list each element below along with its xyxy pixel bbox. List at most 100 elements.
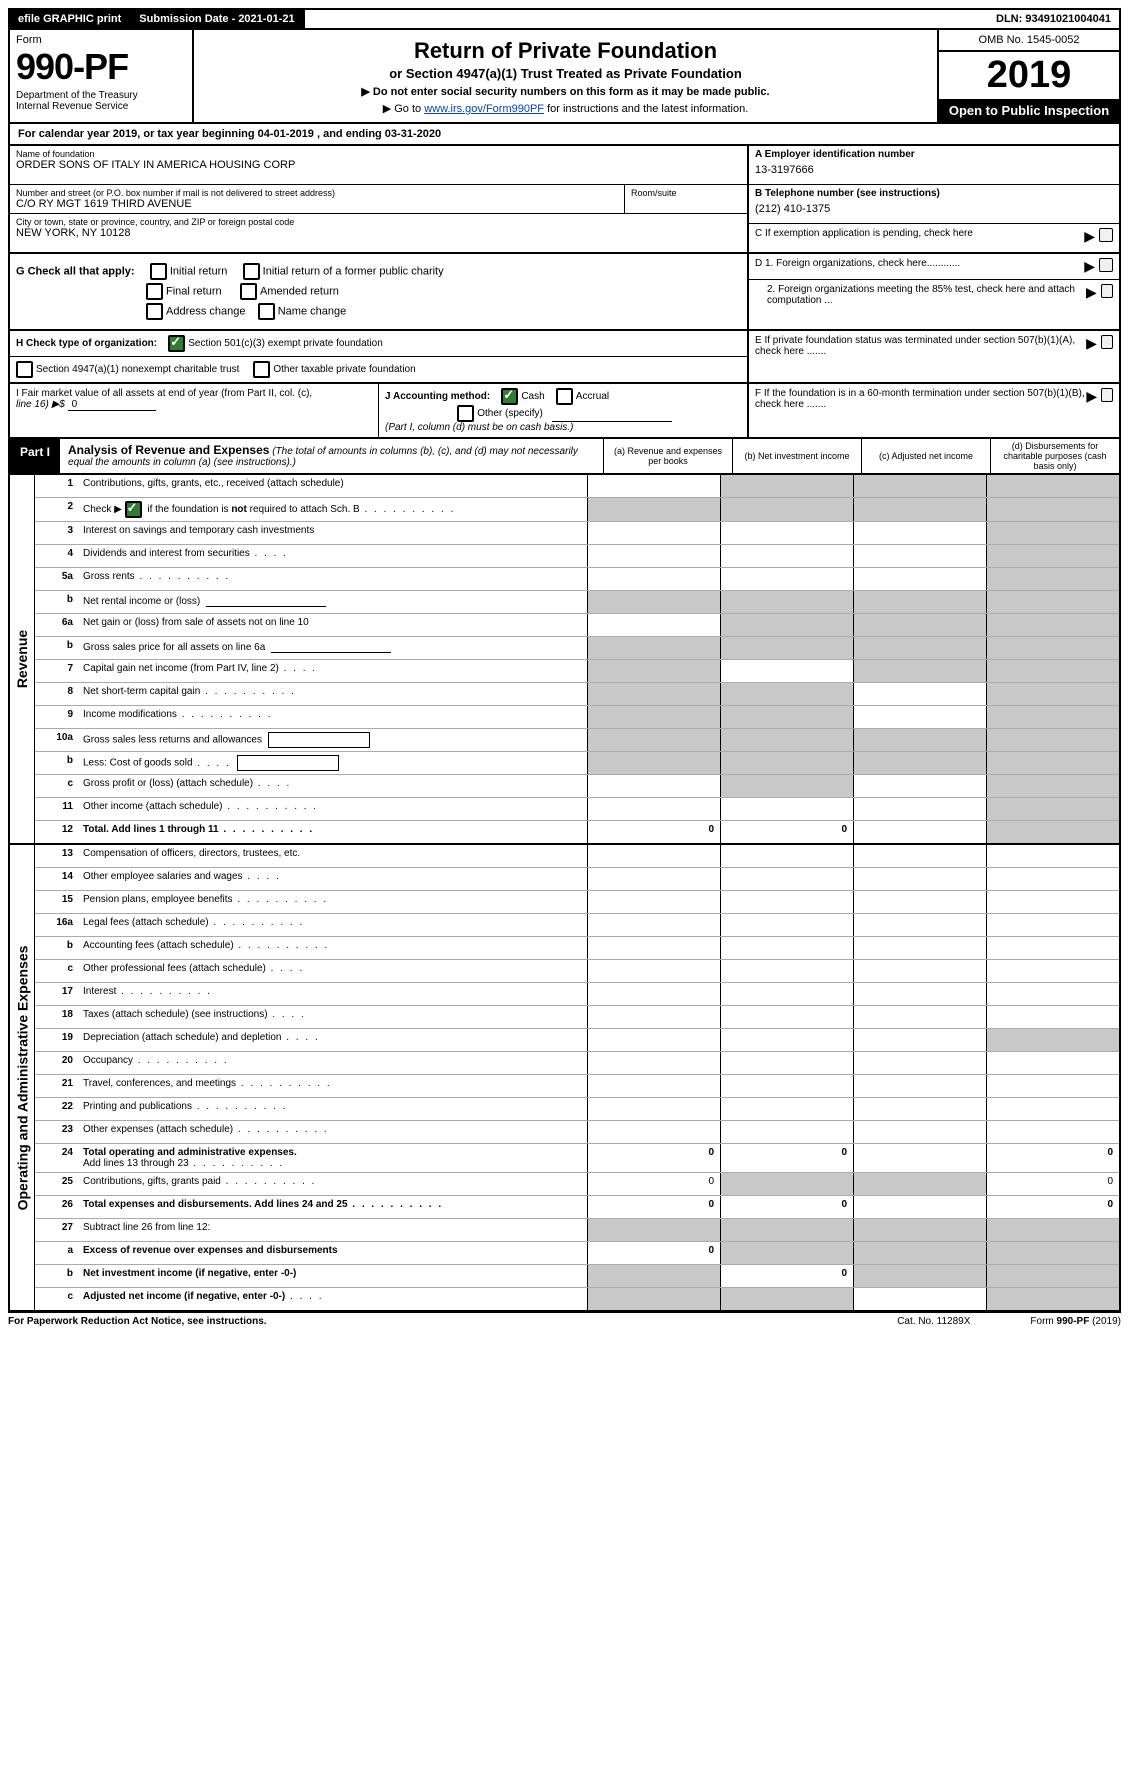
lbl-address: Address change	[166, 305, 246, 317]
name-label: Name of foundation	[16, 149, 741, 159]
row-1: Contributions, gifts, grants, etc., rece…	[79, 475, 587, 497]
val-26a: 0	[587, 1196, 720, 1218]
form-subtitle: or Section 4947(a)(1) Trust Treated as P…	[200, 66, 931, 81]
row-27a: Excess of revenue over expenses and disb…	[79, 1242, 587, 1264]
row-18: Taxes (attach schedule) (see instruction…	[79, 1006, 587, 1028]
dln: DLN: 93491021004041	[988, 10, 1119, 28]
dept-treasury: Department of the Treasury	[16, 90, 186, 101]
city-label: City or town, state or province, country…	[16, 217, 741, 227]
irs-link[interactable]: www.irs.gov/Form990PF	[424, 103, 544, 115]
row-3: Interest on savings and temporary cash i…	[79, 522, 587, 544]
row-20: Occupancy	[79, 1052, 587, 1074]
cb-accrual[interactable]	[556, 388, 573, 405]
row-11: Other income (attach schedule)	[79, 798, 587, 820]
row-4: Dividends and interest from securities	[79, 545, 587, 567]
instr-2-post: for instructions and the latest informat…	[544, 103, 748, 115]
lbl-accrual: Accrual	[576, 391, 609, 402]
row-12: Total. Add lines 1 through 11	[79, 821, 587, 843]
row-17: Interest	[79, 983, 587, 1005]
part-1-header: Part I Analysis of Revenue and Expenses …	[8, 439, 1121, 475]
row-14: Other employee salaries and wages	[79, 868, 587, 890]
cb-other-method[interactable]	[457, 405, 474, 422]
form-title: Return of Private Foundation	[200, 38, 931, 64]
arrow-icon: ▶	[1086, 284, 1097, 301]
val-27b: 0	[720, 1265, 853, 1287]
row-7: Capital gain net income (from Part IV, l…	[79, 660, 587, 682]
cb-501c3[interactable]	[168, 335, 185, 352]
val-27a: 0	[587, 1242, 720, 1264]
row-10b: Less: Cost of goods sold	[79, 752, 587, 774]
row-22: Printing and publications	[79, 1098, 587, 1120]
val-24d: 0	[986, 1144, 1119, 1172]
i-label: I Fair market value of all assets at end…	[16, 388, 312, 399]
val-24b: 0	[720, 1144, 853, 1172]
form-word: Form	[16, 34, 186, 46]
org-info-block: Name of foundation ORDER SONS OF ITALY I…	[8, 146, 1121, 254]
ein-label: A Employer identification number	[755, 149, 1113, 160]
cb-other-tax[interactable]	[253, 361, 270, 378]
g-label: G Check all that apply:	[16, 265, 135, 277]
cb-address[interactable]	[146, 303, 163, 320]
row-6a: Net gain or (loss) from sale of assets n…	[79, 614, 587, 636]
row-16a: Legal fees (attach schedule)	[79, 914, 587, 936]
ein-value: 13-3197666	[755, 164, 1113, 176]
d1-checkbox[interactable]	[1099, 258, 1113, 272]
row-16b: Accounting fees (attach schedule)	[79, 937, 587, 959]
cb-cash[interactable]	[501, 388, 518, 405]
cb-name[interactable]	[258, 303, 275, 320]
street-address: C/O RY MGT 1619 THIRD AVENUE	[16, 198, 618, 210]
val-25a: 0	[587, 1173, 720, 1195]
row-23: Other expenses (attach schedule)	[79, 1121, 587, 1143]
cb-sch-b[interactable]	[125, 501, 142, 518]
lbl-name: Name change	[278, 305, 347, 317]
cb-4947[interactable]	[16, 361, 33, 378]
row-15: Pension plans, employee benefits	[79, 891, 587, 913]
i-value: 0	[68, 399, 156, 411]
lbl-final: Final return	[166, 285, 222, 297]
row-27b: Net investment income (if negative, ente…	[79, 1265, 587, 1287]
row-26: Total expenses and disbursements. Add li…	[79, 1196, 587, 1218]
row-2: Check ▶ if the foundation is not require…	[79, 498, 587, 521]
d2-checkbox[interactable]	[1101, 284, 1113, 298]
d1-label: D 1. Foreign organizations, check here..…	[755, 258, 960, 269]
instr-1: ▶ Do not enter social security numbers o…	[200, 85, 931, 98]
foundation-name: ORDER SONS OF ITALY IN AMERICA HOUSING C…	[16, 159, 741, 171]
lbl-other-method: Other (specify)	[477, 408, 543, 419]
cb-initial-return[interactable]	[150, 263, 167, 280]
val-12a: 0	[587, 821, 720, 843]
revenue-table: Revenue 1Contributions, gifts, grants, e…	[8, 475, 1121, 845]
arrow-icon: ▶	[1086, 335, 1097, 352]
lbl-initial: Initial return	[170, 265, 227, 277]
cb-amended[interactable]	[240, 283, 257, 300]
cb-initial-former[interactable]	[243, 263, 260, 280]
row-24: Total operating and administrative expen…	[79, 1144, 587, 1172]
instr-2: ▶ Go to www.irs.gov/Form990PF for instru…	[200, 102, 931, 115]
c-checkbox[interactable]	[1099, 228, 1113, 242]
tax-year: 2019	[939, 52, 1119, 99]
instr-2-pre: ▶ Go to	[383, 103, 424, 115]
calendar-year-line: For calendar year 2019, or tax year begi…	[8, 124, 1121, 146]
row-9: Income modifications	[79, 706, 587, 728]
part-1-label: Part I	[10, 439, 60, 473]
row-21: Travel, conferences, and meetings	[79, 1075, 587, 1097]
c-label: C If exemption application is pending, c…	[755, 228, 973, 239]
e-label: E If private foundation status was termi…	[755, 335, 1086, 357]
row-16c: Other professional fees (attach schedule…	[79, 960, 587, 982]
cat-number: Cat. No. 11289X	[897, 1316, 970, 1327]
page-footer: For Paperwork Reduction Act Notice, see …	[8, 1312, 1121, 1327]
cb-final[interactable]	[146, 283, 163, 300]
row-10a: Gross sales less returns and allowances	[79, 729, 587, 751]
i-line16: line 16) ▶$	[16, 399, 68, 410]
efile-print-btn[interactable]: efile GRAPHIC print	[10, 10, 131, 28]
city-state-zip: NEW YORK, NY 10128	[16, 227, 741, 239]
revenue-side-label: Revenue	[10, 475, 35, 843]
val-25d: 0	[986, 1173, 1119, 1195]
row-25: Contributions, gifts, grants paid	[79, 1173, 587, 1195]
lbl-amended: Amended return	[260, 285, 339, 297]
submission-date: Submission Date - 2021-01-21	[131, 10, 304, 28]
f-checkbox[interactable]	[1101, 388, 1113, 402]
f-label: F If the foundation is in a 60-month ter…	[755, 388, 1086, 410]
col-d-header: (d) Disbursements for charitable purpose…	[990, 439, 1119, 473]
e-checkbox[interactable]	[1101, 335, 1113, 349]
expenses-side-label: Operating and Administrative Expenses	[10, 845, 35, 1310]
